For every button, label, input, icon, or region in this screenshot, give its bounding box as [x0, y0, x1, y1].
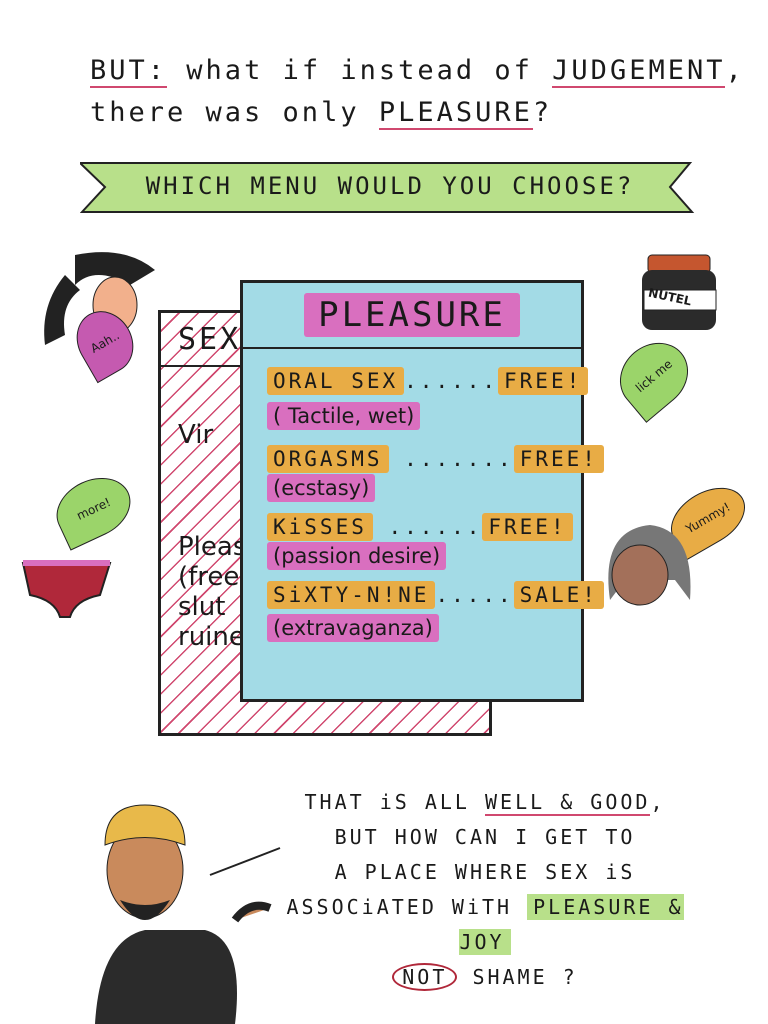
pleasure-menu: PLEASURE ORAL SEX...... FREE! ( Tactile, … [240, 280, 604, 702]
dots: ..... [435, 583, 514, 607]
item-desc: (ecstasy) [267, 474, 376, 502]
menu-item: ORGASMS ....... FREE! (ecstasy) [267, 445, 604, 503]
qmark: ? [532, 97, 553, 128]
comma: , [725, 55, 745, 86]
sex-menu-line: Vir [178, 420, 214, 450]
pleasure-menu-title: PLEASURE [304, 293, 520, 337]
item-price: FREE! [498, 367, 589, 395]
but-label: BUT: [90, 55, 168, 88]
not-circled: NOT [392, 963, 458, 991]
menu-item: ORAL SEX...... FREE! ( Tactile, wet) [267, 367, 589, 431]
more-bubble: more! [46, 466, 141, 551]
sex-menu-line: Pleas [178, 532, 247, 562]
sex-menu-text: Vir Pleas (free slut ruine [178, 420, 246, 652]
dots: ...... [404, 369, 499, 393]
menu-item: KiSSES ...... FREE! (passion desire) [267, 513, 581, 571]
item-desc: ( Tactile, wet) [267, 402, 421, 430]
speech-line: THAT iS ALL [304, 790, 470, 814]
dots: ...... [388, 515, 483, 539]
nutella-jar [642, 254, 717, 330]
comma: , [650, 790, 666, 814]
sex-menu-line: (free [178, 562, 240, 592]
speech-line: A PLACE WHERE SEX iS [334, 860, 636, 884]
item-price: FREE! [482, 513, 573, 541]
banner-text: WHICH MENU WOULD YOU CHOOSE? [145, 172, 635, 200]
speech-line: BUT HOW CAN I GET TO [334, 825, 636, 849]
woman-head-left [44, 252, 155, 345]
speech-text: THAT iS ALL WELL & GOOD, BUT HOW CAN I G… [270, 785, 700, 995]
sex-menu-title: SEX [178, 322, 242, 357]
sex-menu-divider [160, 365, 250, 367]
item-price: SALE! [513, 581, 604, 609]
dots: ....... [404, 447, 514, 471]
item-name: ORAL SEX [267, 367, 405, 395]
item-name: ORGASMS [267, 445, 389, 473]
man-with-turban [95, 804, 281, 1024]
speech-line: ASSOCiATED WiTH [286, 895, 513, 919]
red-underwear [21, 560, 112, 618]
woman-head-right [608, 525, 691, 606]
headline: BUT: what if instead of JUDGEMENT, there… [90, 50, 745, 134]
sex-menu-line: ruine [178, 622, 245, 652]
item-desc: (passion desire) [267, 542, 447, 570]
banner-ribbon [80, 162, 695, 213]
judgement-word: JUDGEMENT [552, 55, 726, 88]
item-desc: (extravaganza) [267, 614, 439, 642]
well-good: WELL & GOOD [485, 790, 651, 816]
headline-text-2: there was only [90, 97, 360, 128]
pleasure-word: PLEASURE [378, 97, 533, 130]
headline-text: what if instead of [186, 55, 533, 86]
item-name: SiXTY-N!NE [267, 581, 436, 609]
sex-menu-line: slut [178, 592, 226, 622]
speech-line: SHAME ? [472, 965, 578, 989]
item-price: FREE! [513, 445, 604, 473]
menu-item: SiXTY-N!NE..... SALE! (extravaganza) [267, 581, 604, 643]
item-name: KiSSES [267, 513, 373, 541]
lick-me-bubble: lick me [606, 329, 702, 423]
